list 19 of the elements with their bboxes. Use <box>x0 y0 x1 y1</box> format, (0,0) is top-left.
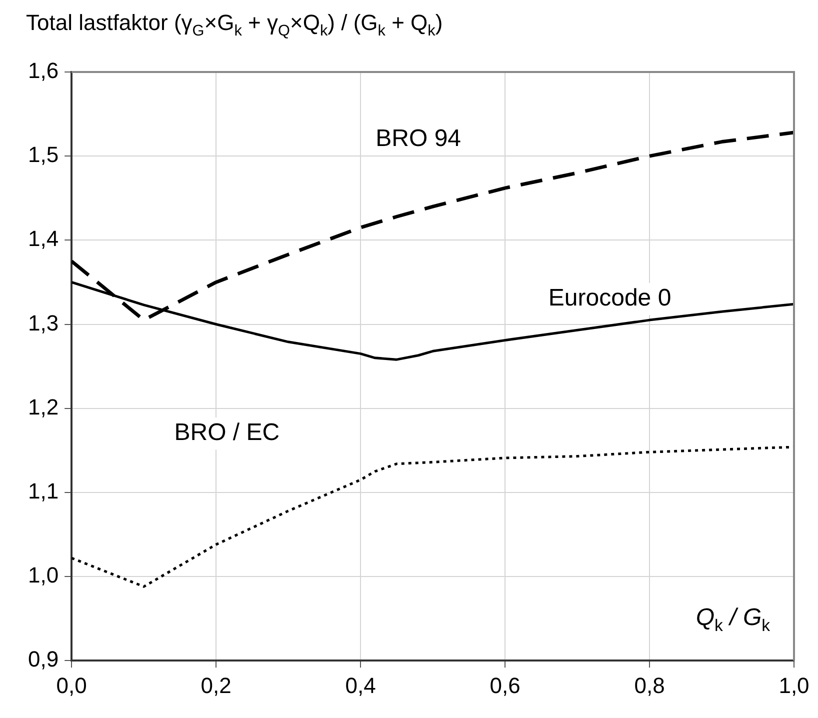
x-axis-title: Q$_{k}$ / G$_{k}$ <box>696 604 770 636</box>
x-tick-label: 0,6 <box>490 672 520 698</box>
x-tick-label: 1,0 <box>778 672 810 698</box>
x-tick-label: 0,4 <box>345 672 376 698</box>
y-tick-label: 1,4 <box>28 226 59 252</box>
y-tick-label: 1,2 <box>28 394 59 420</box>
y-tick-label: 1,3 <box>28 310 59 336</box>
series-label: BRO 94 <box>376 124 462 152</box>
series-label: Eurocode 0 <box>548 284 672 312</box>
x-tick-label: 0,8 <box>634 672 665 698</box>
text: Total lastfaktor (γ$_{G}$×G$_{k}$ + γ$_{Q}$×Q$_{k}$) / (G$_{k}$ + Q$_{k}$) <box>26 10 443 40</box>
y-tick-label: 1,1 <box>28 478 59 504</box>
x-tick-label: 0,2 <box>200 672 232 698</box>
y-tick-label: 0,9 <box>28 646 59 672</box>
x-tick-label: 0,0 <box>56 672 87 698</box>
y-tick-label: 1,0 <box>28 562 59 588</box>
y-tick-label: 1,5 <box>28 142 59 168</box>
y-tick-label: 1,6 <box>28 58 59 84</box>
text: BRO / EC <box>174 419 280 446</box>
